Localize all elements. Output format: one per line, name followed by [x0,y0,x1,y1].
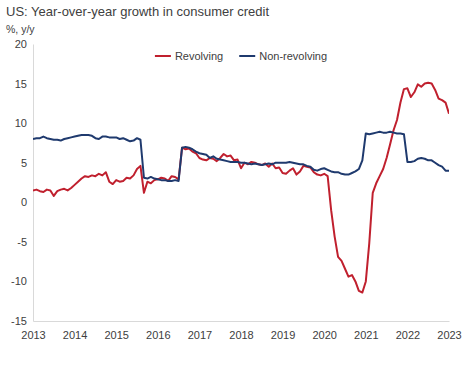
y-tick: 10 [15,117,33,129]
y-axis-line [33,45,34,322]
x-tick: 2019 [271,321,295,341]
y-tick: -10 [11,275,33,287]
x-tick-label: 2018 [229,329,253,341]
x-tick: 2013 [21,321,45,341]
y-tick-label: 5 [21,157,27,169]
y-axis-label: %, y/y [6,23,35,35]
legend: Revolving Non-revolving [155,50,327,62]
x-tick: 2021 [354,321,378,341]
legend-item: Non-revolving [239,50,327,62]
x-axis-line [34,321,450,322]
x-tick-label: 2020 [312,329,336,341]
x-tick-label: 2014 [63,329,87,341]
legend-item: Revolving [155,50,223,62]
y-tick: 0 [21,196,33,208]
y-tick: -15 [11,315,33,327]
x-tick-label: 2022 [396,329,420,341]
legend-label: Non-revolving [259,50,327,62]
title: US: Year-over-year growth in consumer cr… [6,4,269,19]
legend-label: Revolving [175,50,223,62]
y-tick: 15 [15,78,33,90]
x-tick: 2014 [63,321,87,341]
x-tick: 2022 [396,321,420,341]
x-tick: 2023 [437,321,461,341]
x-tick: 2017 [188,321,212,341]
x-tick-label: 2013 [21,329,45,341]
x-tick: 2018 [229,321,253,341]
series-lines [33,83,449,293]
y-tick: -5 [17,236,33,248]
x-tick: 2020 [312,321,336,341]
y-tick-label: 15 [15,78,27,90]
y-tick-label: 20 [15,38,27,50]
x-tick-label: 2015 [104,329,128,341]
x-tick-label: 2021 [354,329,378,341]
legend-swatch [155,55,171,57]
series-line [33,83,449,293]
y-tick-label: -15 [11,315,27,327]
y-tick-label: -10 [11,275,27,287]
x-tick-label: 2016 [146,329,170,341]
x-tick: 2015 [104,321,128,341]
x-tick-label: 2017 [188,329,212,341]
y-tick-label: 0 [21,196,27,208]
legend-swatch [239,55,255,57]
chart: US: Year-over-year growth in consumer cr… [0,0,469,375]
x-tick: 2016 [146,321,170,341]
y-tick: 20 [15,38,33,50]
y-tick: 5 [21,157,33,169]
series-line [33,132,449,181]
x-axis: 2013 2014 2015 2016 2017 2018 2019 2020 2021 2022… [21,321,461,341]
y-tick-label: -5 [17,236,27,248]
plot: -15 -10 -5 0 5 10 15 20 2013 2014 2015 2016 2017 2018… [11,38,462,341]
x-tick-label: 2023 [437,329,461,341]
y-tick-label: 10 [15,117,27,129]
y-axis: -15 -10 -5 0 5 10 15 20 [11,38,33,327]
x-tick-label: 2019 [271,329,295,341]
